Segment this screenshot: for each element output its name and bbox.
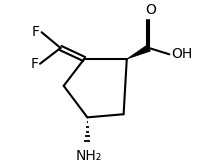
Text: F: F [32,25,40,39]
Text: NH₂: NH₂ [76,149,102,163]
Text: OH: OH [171,47,192,61]
Text: O: O [145,3,156,17]
Polygon shape [127,45,150,59]
Text: F: F [30,57,38,71]
